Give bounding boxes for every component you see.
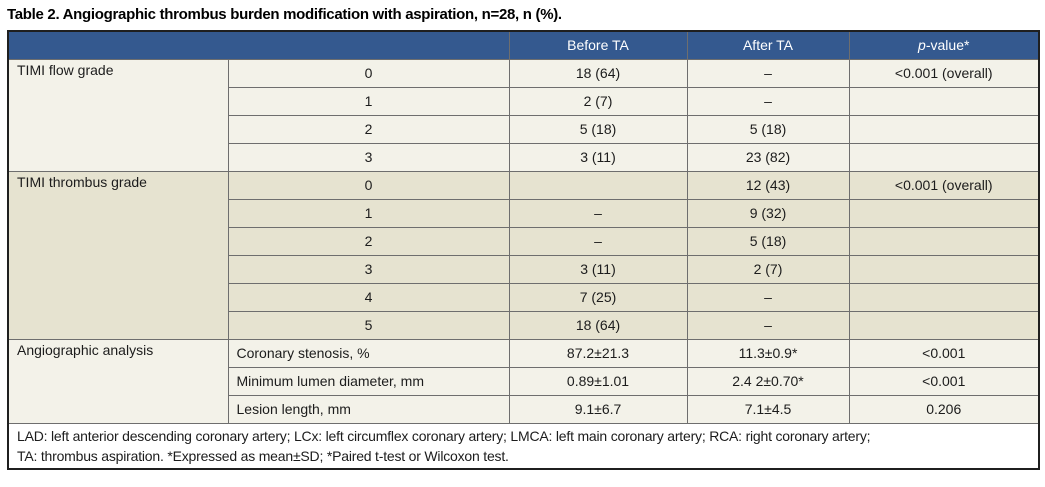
table-row: TIMI flow grade 0 18 (64) – <0.001 (over…	[7, 58, 1040, 172]
group-label-angiographic-analysis: Angiographic analysis	[7, 338, 229, 424]
cell-before-ta	[508, 170, 688, 200]
cell-p-value	[848, 226, 1040, 256]
cell-after-ta: –	[686, 310, 850, 340]
cell-before-ta: 18 (64)	[508, 58, 688, 88]
header-blank-cell	[7, 30, 510, 60]
footnote-row: LAD: left anterior descending coronary a…	[7, 422, 1040, 470]
group-label-timi-flow-grade: TIMI flow grade	[7, 58, 229, 172]
cell-before-ta: 2 (7)	[508, 86, 688, 116]
row-label: 0	[227, 58, 510, 88]
table-footer: LAD: left anterior descending coronary a…	[7, 422, 1040, 470]
cell-after-ta: 11.3±0.9*	[686, 338, 850, 368]
row-label: 2	[227, 114, 510, 144]
table-header: Before TA After TA p-value*	[7, 30, 1040, 60]
cell-p-value	[848, 114, 1040, 144]
cell-p-value	[848, 282, 1040, 312]
p-value-rest: -value*	[925, 37, 970, 54]
cell-after-ta: 23 (82)	[686, 142, 850, 172]
footnote: LAD: left anterior descending coronary a…	[7, 422, 1040, 470]
header-before-ta: Before TA	[508, 30, 688, 60]
row-label: 2	[227, 226, 510, 256]
cell-before-ta: 3 (11)	[508, 142, 688, 172]
cell-p-value: <0.001 (overall)	[848, 58, 1040, 88]
cell-p-value: <0.001	[848, 338, 1040, 368]
cell-before-ta: 87.2±21.3	[508, 338, 688, 368]
cell-after-ta: 5 (18)	[686, 114, 850, 144]
row-label: 1	[227, 198, 510, 228]
cell-p-value	[848, 86, 1040, 116]
cell-before-ta: –	[508, 198, 688, 228]
row-label: 3	[227, 254, 510, 284]
header-p-value: p-value*	[848, 30, 1040, 60]
cell-p-value	[848, 198, 1040, 228]
cell-after-ta: –	[686, 58, 850, 88]
table-row: 5 18 (64) –	[8, 310, 1040, 340]
cell-after-ta: 7.1±4.5	[686, 394, 850, 424]
row-label: 5	[227, 310, 510, 340]
cell-before-ta: 0.89±1.01	[508, 366, 688, 396]
cell-p-value: <0.001	[848, 366, 1040, 396]
cell-after-ta: 9 (32)	[686, 198, 850, 228]
table-row: 1 2 (7) –	[8, 86, 1040, 116]
cell-p-value	[848, 142, 1040, 172]
cell-after-ta: –	[686, 282, 850, 312]
table-row: TIMI thrombus grade 0 12 (43) <0.001 (ov…	[7, 170, 1040, 340]
table-row: 2 5 (18) 5 (18)	[8, 114, 1040, 144]
table-row: 3 3 (11) 2 (7)	[8, 254, 1040, 284]
row-label: Lesion length, mm	[227, 394, 510, 424]
cell-before-ta: 9.1±6.7	[508, 394, 688, 424]
header-after-ta: After TA	[686, 30, 850, 60]
table-title: Table 2. Angiographic thrombus burden mo…	[7, 6, 562, 23]
cell-before-ta: 3 (11)	[508, 254, 688, 284]
cell-before-ta: –	[508, 226, 688, 256]
table-row: Lesion length, mm 9.1±6.7 7.1±4.5 0.206	[8, 394, 1040, 424]
cell-after-ta: 2.4 2±0.70*	[686, 366, 850, 396]
p-value-italic: p	[918, 37, 926, 54]
angiographic-table: Before TA After TA p-value* TIMI flow gr…	[7, 30, 1040, 471]
cell-after-ta: 12 (43)	[686, 170, 850, 200]
cell-p-value: <0.001 (overall)	[848, 170, 1040, 200]
cell-after-ta: –	[686, 86, 850, 116]
row-label: 1	[227, 86, 510, 116]
cell-after-ta: 5 (18)	[686, 226, 850, 256]
cell-before-ta: 5 (18)	[508, 114, 688, 144]
group-label-timi-thrombus-grade: TIMI thrombus grade	[7, 170, 229, 340]
row-label: Coronary stenosis, %	[227, 338, 510, 368]
header-row: Before TA After TA p-value*	[7, 30, 1040, 60]
table-body: TIMI flow grade 0 18 (64) – <0.001 (over…	[7, 58, 1040, 424]
table-row: 3 3 (11) 23 (82)	[8, 142, 1040, 172]
table-row: Minimum lumen diameter, mm 0.89±1.01 2.4…	[8, 366, 1040, 396]
row-label: Minimum lumen diameter, mm	[227, 366, 510, 396]
table-row: Angiographic analysis Coronary stenosis,…	[7, 338, 1040, 424]
row-label: 0	[227, 170, 510, 200]
cell-before-ta: 7 (25)	[508, 282, 688, 312]
cell-p-value	[848, 254, 1040, 284]
footnote-line-1: LAD: left anterior descending coronary a…	[17, 427, 871, 444]
cell-before-ta: 18 (64)	[508, 310, 688, 340]
footnote-line-2: TA: thrombus aspiration. *Expressed as m…	[17, 447, 509, 464]
row-label: 3	[227, 142, 510, 172]
cell-p-value	[848, 310, 1040, 340]
page: Table 2. Angiographic thrombus burden mo…	[7, 6, 1040, 471]
table-row: 4 7 (25) –	[8, 282, 1040, 312]
cell-p-value: 0.206	[848, 394, 1040, 424]
table-row: 1 – 9 (32)	[8, 198, 1040, 228]
row-label: 4	[227, 282, 510, 312]
cell-after-ta: 2 (7)	[686, 254, 850, 284]
